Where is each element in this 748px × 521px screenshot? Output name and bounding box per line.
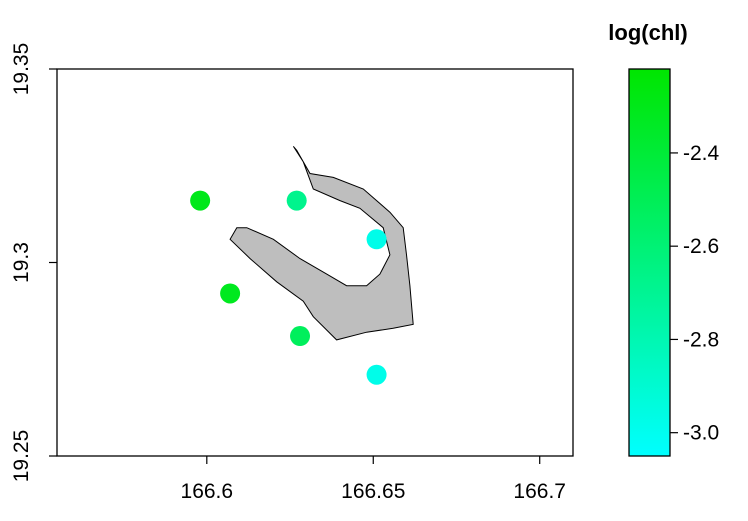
- colorbar-tick-label-1: -2.4: [683, 142, 720, 165]
- data-point-4: [220, 283, 241, 304]
- y-axis: 19.25 19.3 19.35: [10, 43, 57, 483]
- y-tick-label-1: 19.25: [10, 430, 33, 483]
- colorbar-strip: [628, 68, 671, 457]
- data-point-1: [190, 190, 211, 211]
- colorbar-tick-label-3: -2.8: [683, 328, 719, 351]
- x-tick-label-2: 166.65: [341, 480, 405, 503]
- land-polygon: [229, 146, 414, 341]
- data-point-5: [290, 326, 311, 347]
- data-point-3: [366, 229, 387, 250]
- plot-box: [56, 68, 574, 457]
- colorbar-tick-label-2: -2.6: [683, 235, 719, 258]
- y-tick-label-2: 19.3: [10, 242, 33, 283]
- colorbar-title: log(chl): [608, 20, 687, 45]
- y-tick-label-3: 19.35: [10, 43, 33, 96]
- colorbar-tick-label-4: -3.0: [683, 422, 719, 445]
- points-layer: [190, 190, 387, 385]
- data-point-2: [286, 190, 307, 211]
- colorbar-ticks: -2.4 -2.6 -2.8 -3.0: [670, 142, 720, 445]
- x-tick-label-1: 166.6: [181, 480, 234, 503]
- data-point-6: [366, 364, 387, 385]
- x-tick-label-3: 166.7: [513, 480, 566, 503]
- colorbar: log(chl) -2.4 -2.6 -2.8 -3.0: [608, 20, 720, 457]
- x-axis: 166.6 166.65 166.7: [181, 456, 566, 503]
- land-layer: [229, 146, 414, 341]
